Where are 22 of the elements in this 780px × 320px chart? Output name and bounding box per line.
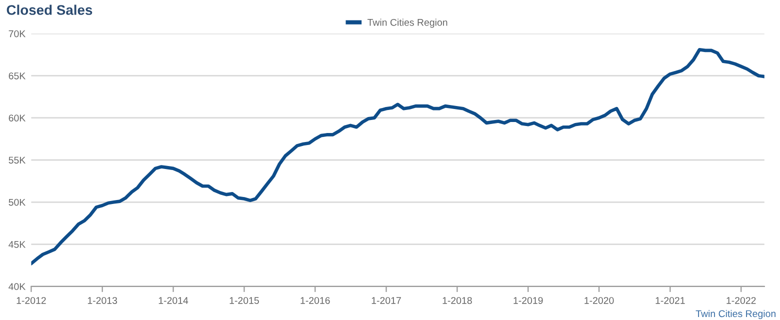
x-tick-label: 1-2018	[442, 297, 472, 304]
x-tick-label: 1-2013	[88, 297, 118, 304]
y-tick-label: 45K	[8, 241, 26, 248]
y-tick-label: 55K	[8, 156, 26, 164]
x-tick-label: 1-2017	[372, 297, 401, 304]
x-tick-label: 1-2015	[230, 297, 259, 304]
y-tick-label: 70K	[8, 30, 26, 38]
y-tick-label: 60K	[8, 114, 26, 122]
x-tick-label: 1-2022	[726, 297, 756, 304]
chart-title: Closed Sales	[6, 4, 92, 15]
x-tick-label: 1-2021	[656, 297, 685, 304]
legend-label: Twin Cities Region	[367, 18, 448, 28]
line-series	[31, 48, 764, 266]
x-tick-label: 1-2014	[158, 297, 188, 304]
text: Twin Cities Region	[696, 310, 776, 320]
y-tick-label: 40K	[8, 283, 26, 290]
x-tick-label: 1-2016	[300, 297, 330, 304]
y-tick-label: 50K	[8, 198, 26, 206]
x-tick-label: 1-2019	[514, 297, 543, 304]
x-tick-label: 1-2020	[584, 297, 614, 304]
x-tick-label: 1-2012	[16, 297, 46, 304]
y-tick-label: 65K	[8, 72, 26, 80]
